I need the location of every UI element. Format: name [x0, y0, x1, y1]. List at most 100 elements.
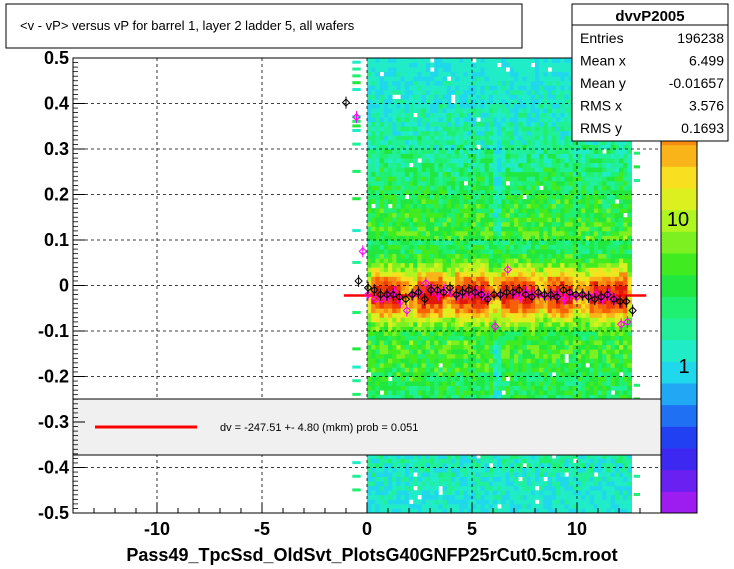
heatmap-cell [526, 299, 532, 305]
heatmap-cell [488, 371, 494, 377]
heatmap-cell [556, 267, 561, 273]
heatmap-cell [476, 494, 481, 500]
heatmap-cell [577, 485, 582, 491]
heatmap-cell [577, 294, 582, 300]
heatmap-cell [543, 280, 548, 286]
heatmap-cell [400, 453, 406, 459]
heatmap-cell [430, 249, 435, 255]
heatmap-cell [417, 149, 422, 154]
heatmap-cell [451, 230, 456, 236]
heatmap-cell [379, 103, 385, 109]
heatmap-cell [493, 358, 498, 364]
heatmap-cell [476, 349, 481, 355]
heatmap-cell [505, 285, 511, 291]
heatmap-cell [434, 221, 439, 227]
heatmap-cell [413, 371, 418, 377]
heatmap-cell [409, 208, 414, 214]
heatmap-cell [518, 317, 523, 323]
heatmap-cell [459, 126, 464, 132]
heatmap-cell [497, 98, 502, 104]
heatmap-cell [472, 94, 477, 100]
heatmap-cell [577, 258, 582, 264]
heatmap-cell [564, 203, 569, 209]
heatmap-cell [434, 80, 439, 86]
heatmap-cell [560, 326, 565, 332]
heatmap-cell [484, 180, 490, 186]
heatmap-cell [551, 385, 557, 391]
heatmap-cell [522, 85, 527, 91]
heatmap-cell [568, 344, 574, 350]
heatmap-cell [451, 317, 456, 323]
heatmap-cell [413, 503, 418, 509]
heatmap-cell [493, 126, 498, 132]
heatmap-cell [526, 126, 532, 132]
heatmap-cell [556, 331, 561, 336]
heatmap-cell [467, 76, 473, 82]
heatmap-cell [434, 67, 439, 73]
heatmap-cell [543, 189, 548, 195]
heatmap-cell [409, 253, 414, 259]
heatmap-cell [442, 67, 448, 73]
heatmap-cell [455, 358, 460, 364]
heatmap-cell [455, 203, 460, 209]
heatmap-cell [493, 167, 498, 173]
heatmap-cell [509, 203, 515, 209]
heatmap-cell [367, 221, 372, 227]
heatmap-cell [568, 58, 574, 63]
heatmap-cell [560, 230, 565, 236]
heatmap-cell [476, 390, 481, 396]
heatmap-cell [446, 317, 452, 323]
heatmap-cell [404, 390, 410, 396]
heatmap-cell [539, 494, 544, 500]
heatmap-cell [375, 194, 380, 200]
heatmap-cell [501, 144, 506, 150]
heatmap-cell [572, 153, 578, 159]
heatmap-cell [404, 331, 410, 336]
heatmap-cell [577, 494, 582, 500]
heatmap-cell [556, 208, 561, 214]
heatmap-cell [392, 381, 397, 386]
heatmap-cell [560, 362, 565, 368]
heatmap-cell [484, 121, 490, 127]
heatmap-cell [467, 503, 473, 509]
heatmap-cell [568, 508, 574, 513]
heatmap-cell [514, 453, 519, 459]
heatmap-cell [509, 103, 515, 109]
heatmap-cell [396, 117, 401, 123]
heatmap-cell [539, 67, 544, 73]
heatmap-cell [551, 485, 557, 491]
heatmap-cell [539, 453, 544, 459]
heatmap-cell [518, 271, 523, 277]
heatmap-cell [488, 376, 494, 382]
heatmap-cell [459, 235, 464, 241]
heatmap-cell [463, 308, 469, 314]
heatmap-cell [375, 458, 380, 464]
heatmap-cell [367, 349, 372, 355]
heatmap-cell [564, 340, 569, 346]
heatmap-cell [572, 194, 578, 200]
heatmap-cell [459, 144, 464, 150]
heatmap-cell [480, 162, 485, 168]
heatmap-cell [459, 394, 464, 400]
heatmap-cell [556, 376, 561, 382]
heatmap-cell [526, 267, 532, 273]
heatmap-cell [547, 458, 553, 464]
heatmap-cell [568, 467, 574, 473]
heatmap-cell [497, 462, 502, 468]
heatmap-cell [388, 62, 393, 68]
heatmap-cell [425, 212, 431, 218]
heatmap-cell [383, 126, 389, 132]
heatmap-cell [535, 158, 540, 164]
heatmap-cell [480, 303, 485, 309]
heatmap-cell [413, 390, 418, 396]
heatmap-cell [564, 76, 569, 82]
heatmap-cell [451, 308, 456, 314]
heatmap-cell [442, 317, 448, 323]
heatmap-cell [425, 362, 431, 368]
heatmap-cell [530, 326, 536, 332]
heatmap-cell [379, 481, 385, 487]
heatmap-cell [547, 326, 553, 332]
heatmap-cell [383, 144, 389, 150]
heatmap-cell [530, 112, 536, 118]
heatmap-cell [522, 335, 527, 341]
